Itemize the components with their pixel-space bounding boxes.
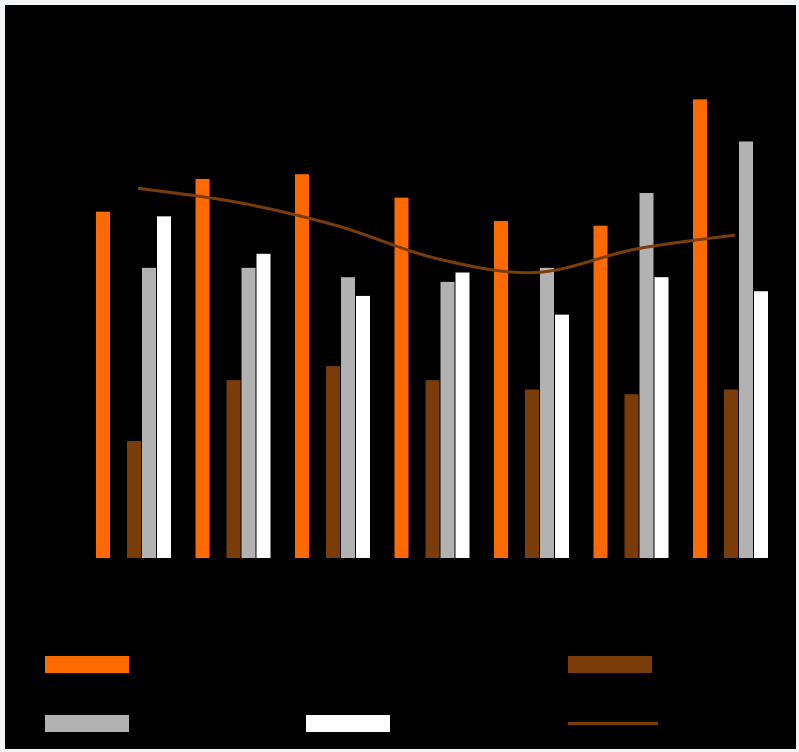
- bar-s3-g3: [455, 272, 470, 558]
- chart-plot: [45, 99, 768, 732]
- bar-s3-g6: [754, 291, 768, 558]
- bar-s0-g1: [195, 178, 210, 559]
- bar-s0-g0: [96, 211, 110, 558]
- bar-s2-g4: [540, 267, 554, 558]
- bar-s0-g5: [593, 225, 608, 558]
- bar-layer: [96, 99, 768, 559]
- bar-s1-g5: [624, 394, 639, 558]
- bar-s2-g1: [241, 267, 256, 558]
- legend-swatch-2: [45, 715, 129, 732]
- bar-s3-g4: [555, 314, 569, 558]
- bar-s3-g1: [256, 253, 271, 559]
- bar-s1-g6: [724, 389, 738, 558]
- bar-s0-g6: [693, 99, 707, 559]
- bar-s0-g4: [494, 221, 508, 559]
- bar-s2-g0: [142, 267, 156, 558]
- bar-s1-g0: [127, 441, 141, 558]
- bar-s2-g3: [440, 281, 455, 558]
- bar-s0-g3: [394, 197, 409, 558]
- bar-s3-g2: [356, 295, 370, 558]
- legend: [45, 656, 658, 732]
- bar-s1-g2: [326, 366, 340, 558]
- bar-s3-g5: [654, 277, 669, 558]
- bar-s2-g5: [639, 192, 654, 558]
- bar-s2-g6: [739, 141, 753, 559]
- chart-frame: [5, 5, 796, 749]
- legend-swatch-0: [45, 656, 129, 673]
- line-series-0: [137, 186, 736, 275]
- line-layer: [137, 186, 736, 275]
- bar-s0-g2: [295, 174, 309, 559]
- bar-s3-g0: [157, 216, 171, 559]
- bar-s1-g4: [525, 389, 539, 558]
- bar-s2-g2: [341, 277, 355, 558]
- legend-swatch-4: [568, 722, 658, 725]
- legend-swatch-3: [306, 715, 390, 732]
- bar-s1-g3: [425, 380, 440, 558]
- bar-s1-g1: [226, 380, 241, 558]
- legend-swatch-1: [568, 656, 652, 673]
